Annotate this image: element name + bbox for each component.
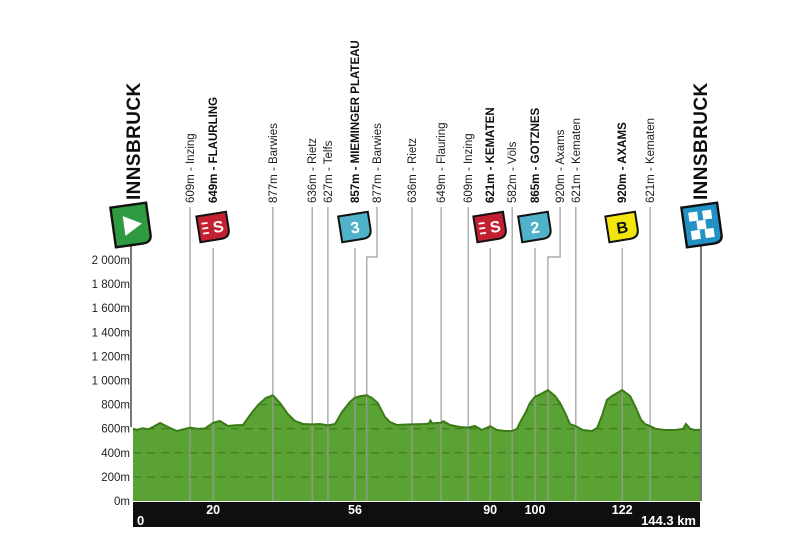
y-axis-label: 1 400m: [92, 327, 130, 339]
waypoint-label: INNSBRUCK: [691, 82, 712, 200]
km-tick-label: 56: [348, 503, 362, 517]
waypoint-label: 649m - FLAURLING: [208, 97, 220, 203]
waypoint-label: 621m - Kematen: [645, 118, 657, 203]
cat3-climb-badge: 3: [337, 210, 372, 244]
waypoint-label: 865m - GOTZNES: [530, 107, 542, 203]
waypoint-label: 636m - Rietz: [307, 138, 319, 203]
y-axis-label: 2 000m: [92, 255, 130, 267]
sprint-badge: S: [472, 210, 507, 244]
surface-line: [132, 388, 701, 433]
bonus-badge: B: [604, 210, 639, 244]
waypoint-label: 649m - Flauring: [436, 122, 448, 203]
waypoint-label: 857m - MIEMINGER PLATEAU: [350, 40, 362, 203]
svg-text:S: S: [212, 218, 226, 237]
svg-text:S: S: [489, 218, 503, 237]
waypoint-label: 609m - Inzing: [185, 133, 197, 203]
waypoint-line-bent: [366, 207, 378, 501]
start-flag-icon: [109, 201, 152, 249]
y-axis-label: 1 200m: [92, 351, 130, 363]
svg-text:3: 3: [350, 219, 362, 237]
km-start-label: 0: [137, 513, 144, 528]
waypoint-label: 920m - Axams: [555, 129, 567, 203]
y-axis-label: 200m: [101, 472, 130, 484]
y-axis-label: 1 600m: [92, 303, 130, 315]
y-axis-label: 1 800m: [92, 279, 130, 291]
y-axis-label: 1 000m: [92, 376, 130, 388]
sprint-badge: S: [195, 210, 230, 244]
km-tick-label: 90: [483, 503, 497, 517]
y-axis-label: 400m: [101, 448, 130, 460]
waypoint-label: 636m - Rietz: [407, 138, 419, 203]
y-axis-label: 600m: [101, 424, 130, 436]
waypoint-label: 877m - Barwies: [372, 123, 384, 203]
waypoint-label: 621m - Kematen: [571, 118, 583, 203]
elevation-area: [133, 390, 700, 501]
waypoint-label: 582m - Völs: [507, 141, 519, 203]
waypoint-label: INNSBRUCK: [124, 82, 145, 200]
waypoint-label: 920m - AXAMS: [617, 122, 629, 203]
km-total-label: 144.3 km: [641, 513, 696, 528]
km-tick-label: 100: [525, 503, 546, 517]
svg-text:B: B: [615, 219, 629, 238]
cat2-climb-badge: 2: [517, 210, 552, 244]
waypoint-line-bent: [547, 207, 561, 501]
km-bar: [133, 502, 700, 527]
svg-text:2: 2: [530, 219, 542, 237]
waypoint-label: 621m - KEMATEN: [485, 107, 497, 203]
waypoint-label: 609m - Inzing: [463, 133, 475, 203]
y-axis-label: 0m: [114, 496, 130, 508]
waypoint-label: 877m - Barwies: [268, 123, 280, 203]
km-tick-label: 20: [206, 503, 220, 517]
y-axis-label: 800m: [101, 400, 130, 412]
finish-flag-icon: [680, 201, 723, 249]
waypoint-label: 627m - Telfs: [323, 140, 335, 203]
km-tick-label: 122: [612, 503, 633, 517]
